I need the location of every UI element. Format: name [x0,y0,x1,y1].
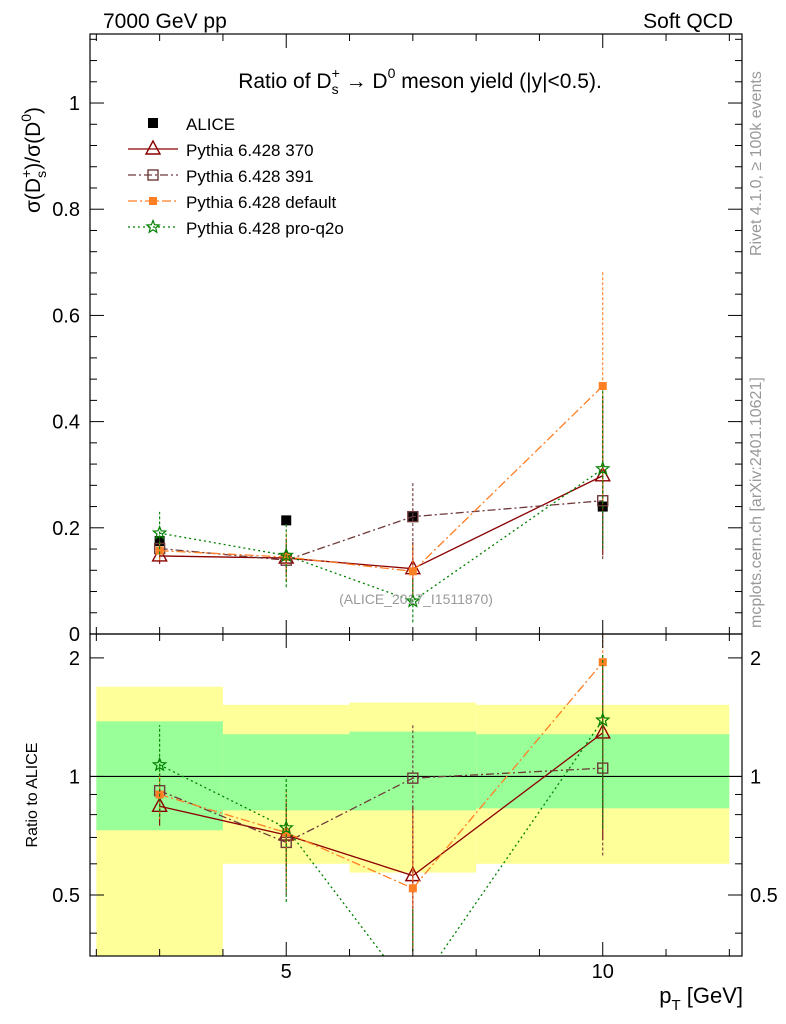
pythia-6-428-default-line [159,385,604,573]
mcplots-label: mcplots.cern.ch [arXiv:2401.10621] [748,377,765,628]
chart-title-mid: → D [340,70,388,93]
ratio-series-layer [151,634,611,1000]
pythia-6-428-370-line [159,475,604,570]
x-tick-label: 10 [592,961,614,983]
y-axis-label-b: )/σ(D [22,122,45,170]
legend-entry-pythia-6-428-391: Pythia 6.428 391 [128,167,314,186]
chart-title-pre: Ratio of D [238,70,331,93]
legend-entry-alice: ALICE [148,115,235,134]
legend-pythia-6-428-pro-q2o-label: Pythia 6.428 pro-q2o [186,219,344,238]
y-tick-label: 0 [69,624,80,646]
x-axis-label-sub: T [671,997,680,1014]
y-axis-label-sup2: 0 [18,114,34,122]
pythia-6-428-default-point [598,382,607,391]
pythia-6-428-default-point [408,567,417,576]
pythia-6-428-default-ratio-point [282,828,291,837]
header-right: Soft QCD [643,10,733,33]
legend-entry-pythia-6-428-370: Pythia 6.428 370 [128,139,314,160]
ratio-plot-frame [89,633,743,957]
pythia-6-428-pro-q2o-point [151,524,168,540]
legend-pythia-6-428-370-label: Pythia 6.428 370 [186,141,314,160]
header-left: 7000 GeV pp [103,10,227,33]
main-series-layer [151,271,611,623]
ratio-y-tick-label-left: 1 [69,766,80,788]
y-axis-label: σ(Ds+)/σ(D0) [18,107,49,213]
ratio-y-tick-label-right: 0.5 [750,885,778,907]
legend-entry-pythia-6-428-pro-q2o: Pythia 6.428 pro-q2o [128,218,344,238]
pythia-6-428-370-ratio-line [159,732,604,877]
ratio-series-group [151,634,611,1000]
pythia-6-428-pro-q2o-point [595,460,611,476]
pythia-6-428-pro-q2o-line [159,468,604,602]
x-tick-label: 5 [281,961,292,983]
pythia-6-428-pro-q2o-ratio-point [407,988,419,1000]
legend-alice-label: ALICE [186,115,235,134]
legend-pythia-6-428-default-marker [149,197,157,205]
legend-pythia-6-428-370-marker [144,139,162,155]
x-axis-label-unit: [GeV] [681,983,743,1008]
y-tick-label: 0.8 [52,199,80,221]
chart-title: Ratio of Ds+ → D0 meson yield (|y|<0.5). [238,65,602,97]
legend-entry-pythia-6-428-default: Pythia 6.428 default [128,193,337,212]
axis-ticks: 5 10 0 0.2 0.4 0.6 0.8 1 0.5 0.5 1 1 2 2 [52,34,778,983]
pythia-6-428-391-point [407,510,419,523]
pythia-6-428-391-ratio-point [407,772,419,784]
pythia-6-428-pro-q2o-ratio-line [159,719,604,956]
analysis-watermark: (ALICE_2017_I1511870) [339,591,493,607]
x-axis-label-main: p [659,983,671,1008]
y-axis-label-c: ) [22,107,45,114]
ratio-y-tick-label-left: 2 [69,648,80,670]
y-tick-label: 0.6 [52,305,80,327]
pythia-6-428-default-point [155,546,164,555]
ratio-y-tick-label-right: 1 [750,766,761,788]
chart-title-sup2: 0 [388,65,396,81]
y-axis-label-sub: s [33,171,49,178]
x-axis-label: pT [GeV] [659,983,743,1014]
y-tick-label: 0.2 [52,518,80,540]
pythia-6-428-391-line [159,500,603,561]
ratio-y-tick-label-right: 2 [750,648,761,670]
pythia-6-428-pro-q2o-ratio-point [278,819,294,835]
legend-pythia-6-428-391-marker [147,169,159,181]
ratio-y-tick-label-left: 0.5 [52,885,80,907]
rivet-version-label: Rivet 4.1.0, ≥ 100k events [748,71,765,256]
y-axis-label-a: σ(D [22,178,45,213]
legend: ALICE Pythia 6.428 370 Pythia 6.428 391 Pyt… [128,115,344,238]
pythia-6-428-pro-q2o-ratio-point [595,711,611,727]
main-series-group [151,271,611,623]
inner-band-bin [222,734,350,811]
legend-alice-marker [148,118,158,128]
chart-title-sub: s [332,81,339,97]
pythia-6-428-pro-q2o-ratio-point [151,756,168,772]
y-axis-label-sup: + [18,170,34,178]
pythia-6-428-default-ratio-point [408,884,417,893]
legend-pythia-6-428-pro-q2o-marker [145,218,161,234]
pythia-6-428-pro-q2o-point [405,592,421,608]
chart-title-sup: + [332,65,340,81]
pythia-6-428-391-ratio-line [159,767,603,844]
pythia-6-428-pro-q2o-point [278,547,294,563]
y-tick-label: 0.4 [52,412,80,434]
chart-title-post: meson yield (|y|<0.5). [395,70,601,93]
y-tick-label: 1 [69,93,80,115]
legend-pythia-6-428-391-label: Pythia 6.428 391 [186,167,314,186]
alice-data-point [281,515,292,526]
ratio-y-axis-label: Ratio to ALICE [24,743,41,848]
legend-pythia-6-428-default-label: Pythia 6.428 default [186,193,337,212]
